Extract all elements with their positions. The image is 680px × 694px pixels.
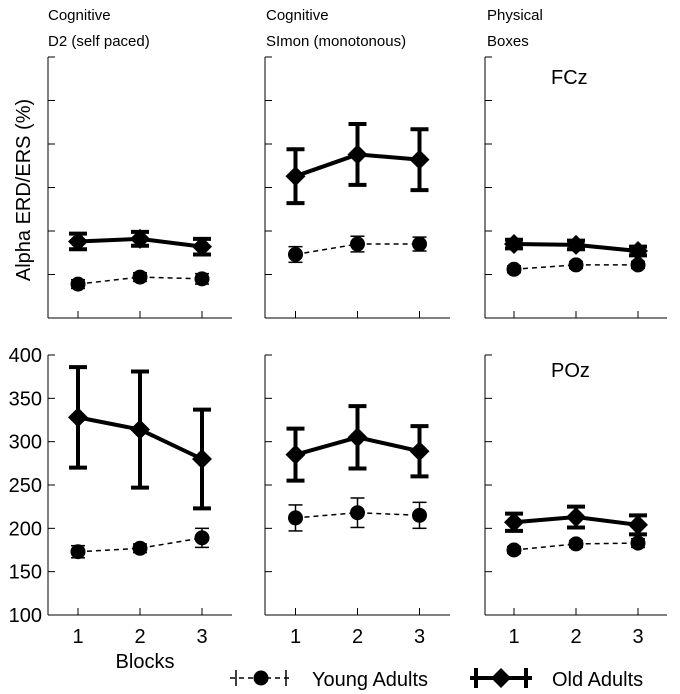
legend-old-label: Old Adults bbox=[552, 669, 643, 691]
panel-r2-c1 bbox=[47, 354, 232, 616]
x-tick-label-3: 3 bbox=[632, 626, 643, 648]
young-point-block-2 bbox=[132, 540, 148, 556]
y-axis-label: Alpha ERD/ERS (%) bbox=[13, 99, 35, 281]
young-point-block-3 bbox=[412, 236, 427, 252]
young-point-block-3 bbox=[630, 535, 646, 551]
series-young-line bbox=[295, 511, 420, 519]
col1-header-line2: D2 (self paced) bbox=[48, 33, 150, 50]
col2-header-line1: Cognitive bbox=[266, 7, 329, 24]
old-point-block-2 bbox=[347, 144, 368, 165]
young-point-block-3 bbox=[194, 271, 210, 287]
young-point-block-2 bbox=[132, 269, 148, 285]
old-point-block-1 bbox=[504, 512, 524, 533]
panel-r1-c1 bbox=[47, 56, 232, 319]
series-old-adults bbox=[504, 234, 648, 262]
series-old-adults bbox=[68, 228, 212, 257]
x-tick-label-1: 1 bbox=[72, 626, 83, 648]
young-point-block-3 bbox=[412, 507, 427, 523]
y-tick-label-150: 150 bbox=[9, 562, 42, 584]
panel-r1-c2 bbox=[264, 56, 450, 319]
y-tick-labels: 100 150 200 250 300 350 400 bbox=[9, 345, 42, 627]
old-point-block-2 bbox=[347, 427, 368, 448]
x-tick-label-2: 2 bbox=[352, 626, 363, 648]
old-point-block-1 bbox=[285, 444, 306, 465]
series-young-line bbox=[513, 264, 638, 271]
old-point-block-3 bbox=[192, 236, 212, 257]
series-young-adults bbox=[506, 535, 646, 558]
x-tick-label-2: 2 bbox=[134, 626, 145, 648]
series-young-adults bbox=[506, 257, 646, 277]
old-point-block-3 bbox=[192, 449, 212, 469]
old-point-block-2 bbox=[130, 228, 150, 249]
young-point-block-3 bbox=[194, 530, 210, 546]
legend: Young Adults Old Adults bbox=[230, 668, 643, 691]
series-young-line bbox=[513, 542, 639, 551]
old-point-block-3 bbox=[409, 149, 430, 170]
series-old-adults bbox=[504, 504, 648, 537]
column-headers: Cognitive D2 (self paced) Cognitive SImo… bbox=[48, 7, 543, 50]
young-point-block-1 bbox=[70, 544, 86, 560]
series-old-adults bbox=[285, 121, 430, 206]
x-axis-label: Blocks bbox=[116, 651, 175, 673]
legend-old-marker bbox=[491, 668, 511, 688]
old-point-block-1 bbox=[285, 166, 306, 187]
young-point-block-3 bbox=[630, 257, 646, 273]
young-point-block-2 bbox=[350, 236, 365, 252]
young-point-block-1 bbox=[506, 261, 522, 277]
col3-header-line2: Boxes bbox=[487, 33, 529, 50]
series-old-adults bbox=[68, 365, 212, 511]
x-tick-label-1: 1 bbox=[508, 626, 519, 648]
x-tick-label-2: 2 bbox=[570, 626, 581, 648]
old-point-block-2 bbox=[566, 234, 586, 255]
y-tick-label-300: 300 bbox=[9, 432, 42, 454]
panel-r2-c3 bbox=[484, 354, 667, 616]
old-point-block-1 bbox=[504, 234, 524, 255]
series-young-adults bbox=[70, 527, 210, 560]
legend-young-marker bbox=[253, 670, 269, 686]
legend-young-adults: Young Adults bbox=[230, 669, 428, 691]
series-young-adults bbox=[288, 497, 427, 532]
young-point-block-2 bbox=[568, 536, 584, 552]
young-point-block-1 bbox=[288, 246, 303, 262]
old-point-block-3 bbox=[628, 514, 648, 535]
young-point-block-2 bbox=[568, 257, 584, 273]
series-young-line bbox=[295, 243, 420, 256]
y-tick-label-400: 400 bbox=[9, 345, 42, 367]
old-point-block-3 bbox=[409, 441, 430, 462]
old-point-block-2 bbox=[566, 507, 586, 528]
x-tick-labels: 1 2 3 1 2 3 1 2 3 bbox=[72, 626, 643, 648]
col1-header-line1: Cognitive bbox=[48, 7, 111, 24]
old-point-block-1 bbox=[68, 407, 88, 428]
x-tick-label-1: 1 bbox=[290, 626, 301, 648]
row1-label-fcz: FCz bbox=[551, 67, 588, 89]
young-point-block-1 bbox=[288, 510, 303, 526]
x-tick-label-3: 3 bbox=[414, 626, 425, 648]
old-point-block-2 bbox=[130, 419, 150, 440]
panels bbox=[47, 56, 667, 616]
series-young-line bbox=[77, 537, 203, 553]
series-young-adults bbox=[288, 235, 427, 264]
y-tick-label-200: 200 bbox=[9, 518, 42, 540]
series-young-line bbox=[77, 276, 203, 285]
old-point-block-1 bbox=[68, 231, 88, 252]
panel-r1-c3 bbox=[484, 56, 667, 319]
col2-header-line2: SImon (monotonous) bbox=[266, 33, 406, 50]
series-old-adults bbox=[285, 404, 430, 483]
y-tick-label-250: 250 bbox=[9, 475, 42, 497]
row2-label-poz: POz bbox=[551, 360, 590, 382]
young-point-block-1 bbox=[506, 542, 522, 558]
y-tick-label-100: 100 bbox=[9, 605, 42, 627]
panel-r2-c2 bbox=[264, 354, 450, 616]
young-point-block-2 bbox=[350, 505, 365, 521]
legend-old-adults: Old Adults bbox=[470, 668, 643, 691]
legend-young-label: Young Adults bbox=[312, 669, 428, 691]
old-point-block-3 bbox=[628, 241, 648, 262]
series-young-adults bbox=[70, 269, 210, 292]
y-tick-label-350: 350 bbox=[9, 388, 42, 410]
col3-header-line1: Physical bbox=[487, 7, 543, 24]
x-tick-label-3: 3 bbox=[196, 626, 207, 648]
young-point-block-1 bbox=[70, 276, 86, 292]
